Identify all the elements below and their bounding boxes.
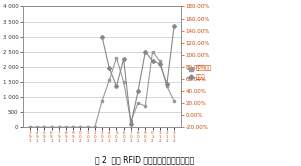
Legend: 专利申请量, 增长率: 专利申请量, 增长率 [187,66,213,80]
Text: 图 2  中国 RFID 技术历年专利申请量趋势: 图 2 中国 RFID 技术历年专利申请量趋势 [95,155,194,164]
